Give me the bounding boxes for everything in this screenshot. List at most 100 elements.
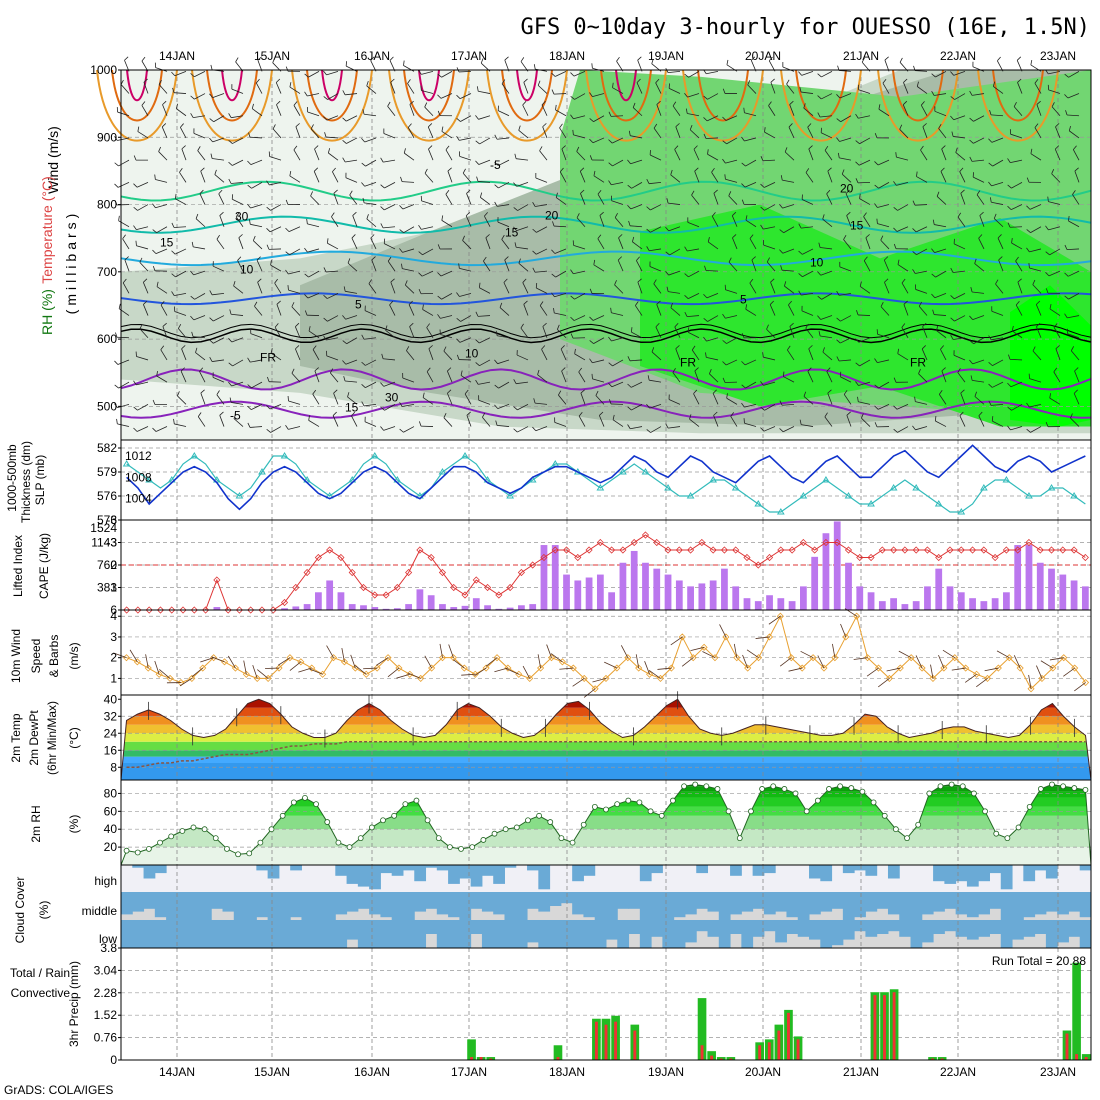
wind-barb: [690, 646, 705, 652]
wind-barb: [421, 226, 434, 230]
wind-barb: [1049, 397, 1061, 405]
lifted-index-marker: [314, 553, 322, 562]
wind-barb: [250, 223, 263, 228]
rh-marker: [1037, 786, 1044, 792]
y-tick-label: -3: [106, 536, 117, 550]
cloud-bar: [369, 920, 381, 948]
wind-barb: [665, 226, 670, 232]
lifted-index-marker: [269, 606, 277, 614]
wind-barb: [950, 71, 954, 76]
cloud-bar: [673, 892, 686, 918]
wind-barb: [555, 109, 567, 117]
wind-barb: [117, 359, 130, 365]
wind-barb: [364, 337, 377, 340]
wind-barb: [788, 123, 793, 128]
wind-barb: [441, 220, 453, 228]
cloud-bar: [989, 920, 1002, 934]
wind-barb: [880, 239, 890, 250]
wind-barb: [456, 94, 461, 99]
y-tick-label: 32: [104, 709, 118, 723]
wind-barb: [418, 421, 422, 427]
wind-barb: [209, 317, 214, 322]
y-tick-label: 0.76: [94, 1031, 118, 1045]
lifted-index-marker: [698, 538, 706, 547]
wind-barb: [788, 304, 795, 316]
wind-barb: [822, 351, 833, 361]
wind-barb: [744, 137, 757, 142]
wind-speed-marker: [428, 664, 436, 672]
cloud-bar: [132, 920, 145, 948]
wind-barb: [827, 170, 833, 183]
wind-barb: [494, 359, 498, 364]
wind-barb: [711, 216, 719, 227]
wind-barb: [288, 270, 301, 275]
cloud-bar: [966, 892, 979, 918]
wind-barb: [212, 93, 225, 98]
lifted-index-marker: [867, 553, 875, 562]
cloud-bar: [357, 920, 370, 948]
wind-barb: [826, 371, 833, 383]
wind-barb: [836, 94, 841, 99]
wind-barb: [194, 93, 206, 100]
wind-barb: [288, 289, 301, 294]
wind-barb: [976, 194, 985, 205]
wind-barb: [749, 238, 757, 250]
wind-barb: [574, 292, 586, 300]
wind-barb: [324, 132, 327, 138]
wind-barb: [800, 650, 814, 659]
precip-conv-bar: [892, 992, 896, 1060]
wind-barb: [1064, 94, 1069, 99]
wind-barb: [494, 404, 499, 409]
wind-barb: [593, 170, 596, 176]
wind-barb: [992, 159, 1004, 167]
wind-barb: [387, 667, 400, 678]
wind-barb: [573, 244, 586, 250]
cape-bar: [281, 608, 288, 610]
wind-barb: [418, 70, 422, 75]
wind-barb: [269, 181, 282, 186]
wind-barb: [371, 256, 376, 261]
wind-barb: [288, 426, 301, 430]
lifted-index-marker: [664, 546, 672, 554]
temperature-contour: [697, 69, 749, 122]
wind-barb: [1073, 145, 1077, 150]
wind-barb: [750, 56, 756, 61]
wind-barb: [672, 105, 681, 116]
wind-barb: [156, 286, 168, 294]
wind-speed-marker: [733, 654, 741, 662]
wind-barb: [688, 292, 700, 300]
wind-barb: [558, 390, 562, 396]
cloud-bar: [741, 920, 754, 948]
wind-barb: [672, 101, 677, 107]
wind-barb: [247, 405, 252, 410]
y-tick-label: 500: [97, 399, 117, 413]
wind-barb: [805, 172, 814, 183]
wind-barb: [479, 192, 483, 198]
cape-tick-label: 1143: [91, 536, 117, 550]
wind-barb: [459, 137, 472, 141]
wind-barb: [770, 282, 776, 294]
wind-barb: [361, 182, 365, 187]
wind-barb: [177, 395, 187, 405]
wind-barb: [252, 665, 258, 679]
wind-barb: [276, 300, 281, 305]
cape-bar: [878, 601, 886, 610]
lifted-index-marker: [585, 546, 593, 554]
wind-barb: [237, 256, 242, 261]
cloud-bar: [459, 865, 472, 879]
ylabel-temp2m-2: 2m DewPt: [27, 710, 41, 766]
wind-barb: [902, 104, 909, 116]
y-tick-label: 20: [104, 840, 118, 854]
wind-barb: [312, 393, 320, 405]
cloud-bar: [154, 892, 167, 918]
wind-barb: [497, 110, 510, 117]
wind-barb: [954, 93, 966, 100]
wind-barb: [614, 280, 617, 285]
cloud-bar: [1079, 920, 1092, 948]
wind-barb: [332, 415, 339, 427]
wind-barb: [972, 291, 985, 294]
wind-speed-marker: [231, 664, 240, 672]
wind-barb: [632, 102, 636, 108]
wind-barb: [495, 420, 498, 426]
